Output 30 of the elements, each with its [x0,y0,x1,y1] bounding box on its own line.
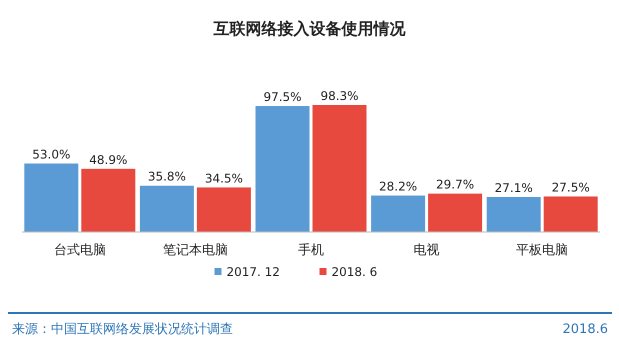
source-note: 来源：中国互联网络发展状况统计调查 [12,322,233,337]
data-label: 53.0% [32,148,70,162]
bar [24,164,78,232]
bar [196,187,251,232]
bar [312,105,366,232]
bar [486,196,541,232]
x-tick-label: 笔记本电脑 [162,243,228,258]
data-label: 48.9% [89,152,128,167]
data-label: 29.7% [436,178,474,192]
bar [544,196,598,232]
legend-label: 2017. 12 [226,265,280,279]
data-label: 28.2% [379,180,418,194]
x-tick-label: 台式电脑 [54,243,106,258]
data-label: 34.5% [204,171,243,186]
bar [428,194,482,232]
legend-label: 2018. 6 [332,265,378,279]
x-tick-label: 电视 [414,243,440,258]
bar [371,196,426,232]
bar [140,186,194,232]
data-label: 27.5% [552,180,590,194]
text: 2018.6 [562,322,608,337]
bar [256,106,310,232]
data-label: 97.5% [263,90,302,104]
x-tick-label: 手机 [298,243,324,258]
data-label: 35.8% [148,170,186,184]
data-label: 27.1% [494,180,533,195]
x-tick-label: 平板电脑 [516,243,568,258]
data-label: 98.3% [320,89,359,103]
chart-title: 互联网络接入设备使用情况 [212,19,406,38]
bar [81,168,136,232]
